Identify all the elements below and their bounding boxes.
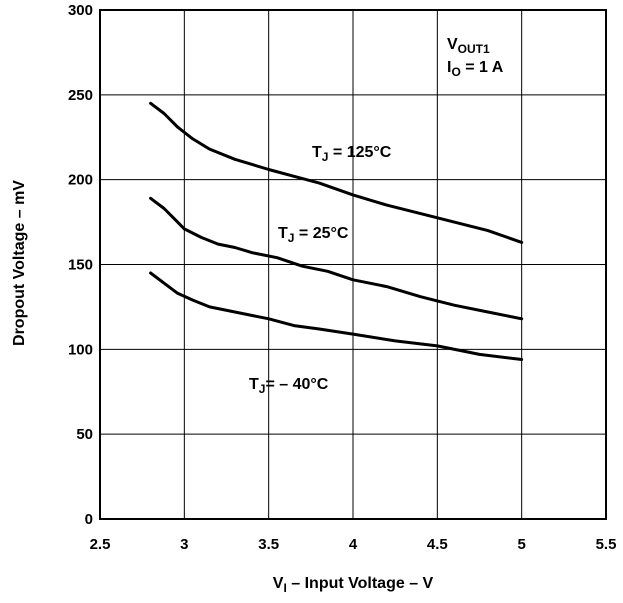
curve-tj-minus40c (149, 271, 524, 361)
x-tick-label: 3.5 (258, 536, 279, 553)
y-tick-label: 300 (68, 2, 93, 19)
y-tick-label: 50 (76, 426, 93, 443)
curve-tj-125c (149, 101, 524, 244)
y-tick-label: 0 (85, 511, 93, 528)
y-tick-label: 150 (68, 257, 93, 274)
y-axis-label: Dropout Voltage – mV (11, 180, 28, 346)
y-tick-labels: 0 50 100 150 200 250 300 (68, 2, 93, 528)
annotation-vout: VOUT1 (447, 36, 490, 56)
y-tick-label: 200 (68, 172, 93, 189)
series-labels: TJ = 125°C TJ = 25°C TJ= – 40°C (249, 144, 392, 396)
grid-lines (99, 9, 607, 520)
annotation-io: IO = 1 A (447, 59, 504, 79)
plot-frame (99, 9, 607, 520)
label-tj-25c: TJ = 25°C (278, 225, 349, 245)
y-tick-label: 250 (68, 87, 93, 104)
x-tick-label: 4 (349, 536, 358, 553)
y-tick-label: 100 (68, 341, 93, 358)
x-tick-label: 2.5 (90, 536, 111, 553)
x-tick-label: 4.5 (427, 536, 448, 553)
x-tick-label: 5 (517, 536, 525, 553)
label-tj-125c: TJ = 125°C (312, 144, 392, 164)
x-tick-label: 5.5 (596, 536, 617, 553)
series-curves (149, 101, 524, 361)
curve-tj-25c (149, 196, 524, 321)
x-tick-labels: 2.5 3 3.5 4 4.5 5 5.5 (90, 536, 617, 553)
x-tick-label: 3 (180, 536, 188, 553)
x-axis-label: VI – Input Voltage – V (273, 575, 434, 595)
label-tj-minus40c: TJ= – 40°C (249, 376, 329, 396)
